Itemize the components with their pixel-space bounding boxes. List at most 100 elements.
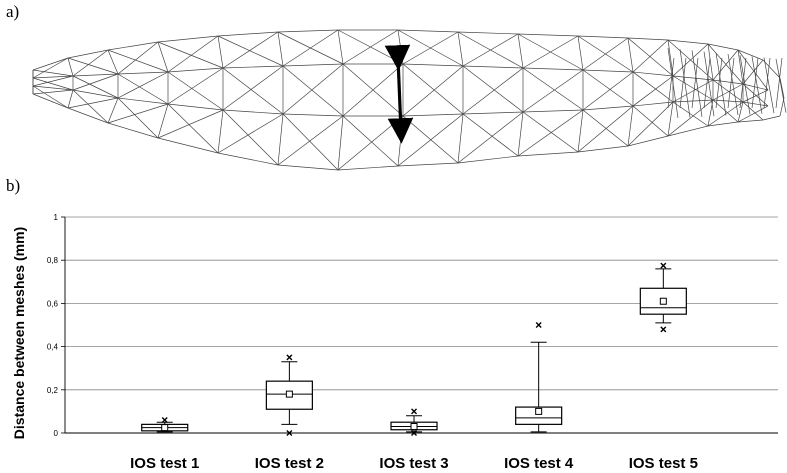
mesh-edge	[457, 31, 519, 35]
mesh-edge	[342, 115, 399, 167]
mesh-edge	[742, 101, 764, 121]
mesh-edge	[157, 137, 219, 154]
mesh-edge	[707, 43, 739, 51]
mesh-edge	[577, 109, 584, 153]
mesh-edge	[157, 35, 219, 43]
mesh-edge	[157, 109, 224, 139]
category-label: IOS test 5	[629, 455, 698, 472]
box-series	[141, 262, 687, 436]
mesh-edge	[679, 57, 687, 109]
mesh-edge	[167, 103, 224, 111]
mesh-edge	[282, 63, 344, 115]
y-tick-label: 0,4	[47, 343, 59, 352]
axes	[61, 216, 778, 434]
mesh-edge	[167, 67, 224, 73]
mesh-edge	[217, 152, 279, 166]
mesh-edge	[737, 49, 769, 91]
mesh-edge	[762, 115, 781, 121]
mesh-edge	[337, 29, 344, 65]
mesh-edge	[67, 49, 109, 59]
mesh-edge	[712, 49, 739, 81]
mesh-edge	[582, 109, 629, 147]
mesh-edge	[739, 55, 751, 115]
mesh-edge	[217, 109, 224, 154]
box-2-outlier	[286, 354, 293, 361]
box-1-mean-marker	[161, 424, 169, 432]
mesh-edge	[522, 67, 584, 111]
mesh-edge	[632, 75, 674, 107]
mesh-edge	[707, 121, 739, 127]
mesh-edge	[117, 73, 169, 105]
mesh-edge	[632, 105, 669, 137]
panel-b-label: b)	[6, 176, 21, 195]
mesh-edge	[277, 164, 339, 171]
mesh-edge	[522, 109, 584, 113]
mesh-edge	[167, 67, 224, 105]
y-tick-label: 1	[54, 213, 59, 222]
y-tick-label: 0,6	[47, 299, 59, 308]
mesh-edge	[107, 41, 159, 51]
mesh-edge	[667, 47, 679, 119]
mesh-edge	[627, 105, 634, 147]
mesh-edge	[337, 115, 344, 171]
mesh-edge	[627, 101, 674, 147]
mesh-edge	[737, 49, 764, 61]
mesh-edge	[72, 89, 109, 124]
box-1-outlier	[161, 417, 168, 424]
mesh-edge	[167, 103, 219, 154]
mesh-edge	[739, 57, 747, 109]
mesh-edge	[397, 113, 464, 167]
mesh-edge	[32, 77, 74, 91]
mesh-edge	[737, 119, 764, 123]
mesh-edge	[402, 115, 459, 164]
category-label: IOS test 1	[130, 455, 199, 472]
mesh-edge	[117, 71, 169, 99]
mesh-edge	[67, 97, 119, 109]
mesh-edge	[751, 57, 759, 109]
mesh-edge	[632, 71, 674, 103]
category-label: IOS test 3	[379, 455, 448, 472]
mesh-edge	[157, 41, 169, 73]
category-label: IOS test 4	[504, 455, 574, 472]
mesh-edge	[522, 111, 579, 153]
panel-a-label: a)	[6, 2, 20, 21]
mesh-edge	[107, 103, 169, 124]
mesh-edge	[222, 67, 284, 115]
mesh-edge	[742, 101, 769, 107]
mesh-edge	[517, 109, 584, 157]
mesh-edge	[632, 71, 674, 77]
mesh-edge	[462, 111, 524, 115]
mesh-edge	[522, 69, 584, 113]
mesh-edge	[157, 103, 169, 139]
mesh-edge	[72, 49, 109, 77]
mesh-edge	[337, 165, 399, 171]
mesh-edge	[282, 63, 344, 67]
mesh-edge	[715, 57, 723, 109]
mesh-edge	[32, 75, 74, 87]
mesh-edge	[712, 79, 744, 85]
mesh-edge	[691, 57, 699, 109]
mesh-edge	[582, 37, 629, 71]
mesh-edge	[737, 101, 744, 123]
distance-arrow	[384, 44, 414, 144]
mesh-edge	[282, 113, 339, 171]
mesh-edge	[67, 57, 74, 77]
mesh-edge	[157, 41, 224, 69]
mesh-edge	[277, 31, 284, 67]
mesh-edge	[402, 63, 464, 67]
y-axis-title: Distance between meshes (mm)	[11, 227, 27, 439]
mesh-edge	[277, 113, 284, 166]
mesh-edge	[222, 65, 284, 111]
mesh-edge	[627, 135, 669, 147]
mesh-edge	[763, 57, 771, 109]
mesh-edge	[577, 35, 584, 71]
mesh-edge	[457, 31, 464, 67]
mesh-edge	[627, 37, 634, 73]
mesh-edge	[667, 39, 709, 45]
mesh-edge	[672, 43, 709, 77]
box-plot-chart: 00,20,40,60,81 IOS test 1 IOS test 2 IOS t…	[11, 213, 778, 472]
mesh-edge	[667, 125, 709, 137]
mesh-edge	[737, 105, 769, 123]
mesh-edge	[167, 71, 224, 111]
mesh-edge	[107, 122, 159, 139]
